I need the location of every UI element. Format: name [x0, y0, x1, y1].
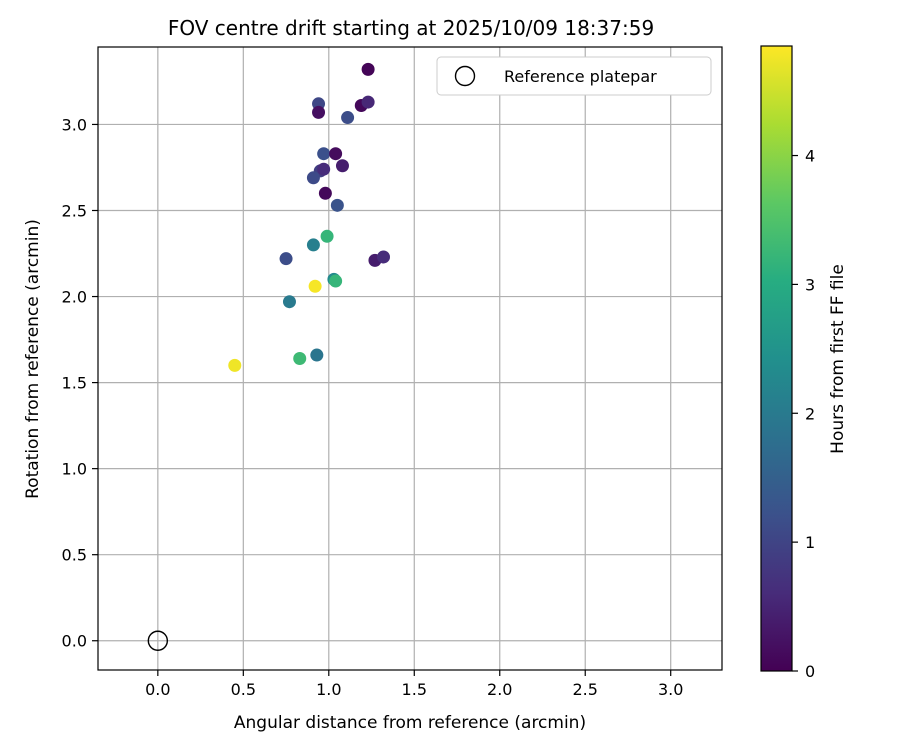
- data-point: [320, 229, 334, 243]
- data-point: [306, 171, 320, 185]
- data-point: [282, 295, 296, 309]
- data-point: [310, 348, 324, 362]
- chart-title: FOV centre drift starting at 2025/10/09 …: [168, 16, 654, 40]
- data-point: [317, 147, 331, 161]
- y-tick-label: 2.5: [62, 201, 87, 220]
- legend-label: Reference platepar: [504, 67, 657, 86]
- data-point: [335, 159, 349, 173]
- x-tick-label: 1.0: [316, 680, 341, 699]
- data-point: [361, 95, 375, 109]
- legend: Reference platepar: [436, 56, 712, 96]
- colorbar-gradient: [760, 45, 793, 672]
- data-point: [306, 238, 320, 252]
- x-tick-label: 3.0: [658, 680, 683, 699]
- reference-platepar-point: [147, 630, 169, 651]
- data-point: [279, 252, 293, 266]
- y-tick-label: 1.5: [62, 374, 87, 393]
- legend-box: [436, 56, 712, 96]
- x-tick-label: 2.0: [487, 680, 512, 699]
- data-point: [293, 352, 307, 365]
- plot-frame: [97, 46, 723, 671]
- colorbar-tick-label: 3: [805, 275, 815, 294]
- data-point: [318, 186, 332, 200]
- y-tick-label: 3.0: [62, 115, 87, 134]
- y-tick-label: 0.5: [62, 546, 87, 565]
- x-tick-label: 2.5: [573, 680, 598, 699]
- colorbar-tick-label: 4: [805, 147, 815, 166]
- data-point: [317, 162, 331, 176]
- data-point: [329, 274, 343, 288]
- colorbar-ticks: 0 1 2 3 4: [792, 147, 815, 681]
- colorbar-tick-label: 0: [805, 662, 815, 681]
- x-axis-ticks: 0.0 0.5 1.0 1.5 2.0 2.5 3.0: [145, 670, 683, 699]
- colorbar: 0 1 2 3 4 Hours from first FF file: [760, 45, 848, 681]
- colorbar-tick-label: 2: [805, 404, 815, 423]
- x-tick-label: 0.5: [231, 680, 256, 699]
- data-point: [330, 198, 344, 212]
- x-tick-label: 0.0: [145, 680, 170, 699]
- data-point: [228, 358, 242, 372]
- y-tick-label: 1.0: [62, 460, 87, 479]
- data-points: [228, 62, 391, 372]
- y-tick-label: 0.0: [62, 632, 87, 651]
- y-axis-ticks: 0.0 0.5 1.0 1.5 2.0 2.5 3.0: [62, 115, 98, 651]
- y-tick-label: 2.0: [62, 288, 87, 307]
- legend-marker-open-circle: [454, 65, 476, 87]
- data-point: [341, 111, 355, 125]
- data-point: [308, 279, 322, 293]
- grid-lines: [98, 47, 722, 670]
- x-axis-label: Angular distance from reference (arcmin): [234, 713, 586, 733]
- colorbar-label: Hours from first FF file: [828, 264, 848, 454]
- data-point: [377, 250, 391, 264]
- data-point: [361, 62, 375, 76]
- data-point: [329, 147, 343, 161]
- reference-marker: [147, 630, 169, 651]
- y-axis-label: Rotation from reference (arcmin): [23, 219, 43, 499]
- x-tick-label: 1.5: [402, 680, 427, 699]
- data-point: [312, 105, 326, 119]
- colorbar-tick-label: 1: [805, 533, 815, 552]
